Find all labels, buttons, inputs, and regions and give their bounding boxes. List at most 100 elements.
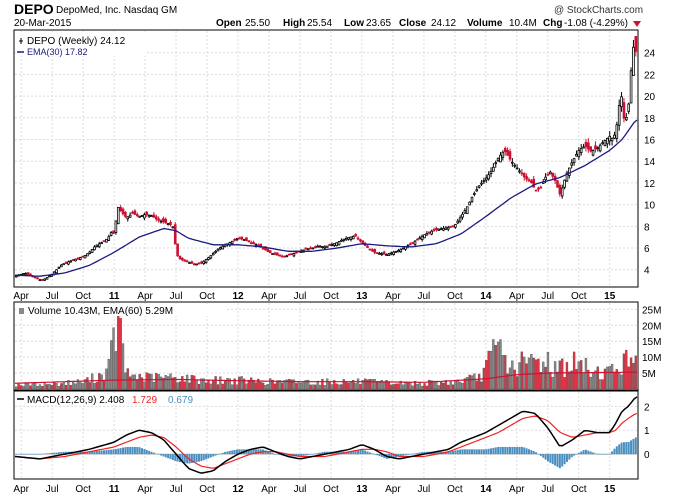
volume-bar [466, 377, 469, 390]
price-candle [480, 182, 483, 185]
volume-bar [295, 383, 298, 390]
macd-histogram-bar [103, 450, 106, 455]
price-candle [22, 273, 25, 275]
price-candle [209, 255, 213, 259]
macd-histogram-bar [558, 454, 561, 469]
x-tick-label: Apr [13, 484, 29, 495]
price-candle [195, 263, 198, 266]
macd-histogram-bar [364, 450, 367, 455]
price-candle [318, 245, 322, 248]
price-candle [264, 246, 267, 251]
macd-histogram-bar [487, 448, 490, 455]
volume-bar [185, 374, 189, 390]
macd-histogram-bar [231, 450, 234, 455]
price-candle [468, 201, 471, 206]
price-panel-frame [13, 29, 639, 288]
price-candle [501, 151, 505, 158]
x-tick-label: Oct [447, 484, 463, 495]
volume-bar [499, 339, 502, 390]
macd-histogram-bar [252, 449, 255, 455]
x-tick-label: Jul [46, 291, 59, 302]
price-candle [242, 238, 246, 241]
price-candle [276, 252, 279, 256]
volume-bar [342, 379, 345, 390]
price-candle [625, 116, 628, 121]
price-candle [508, 151, 512, 160]
volume-bar [45, 384, 49, 390]
volume-bar [387, 381, 391, 390]
volume-bar [361, 380, 364, 390]
volume-bar [107, 359, 110, 390]
price-candle [416, 238, 419, 241]
macd-histogram-bar [107, 449, 110, 455]
macd-histogram-bar [587, 450, 590, 455]
volume-bar [202, 378, 205, 390]
macd-histogram-bar [532, 451, 535, 455]
x-tick-label: Oct [199, 291, 215, 302]
y-tick-label: 16 [644, 136, 656, 147]
volume-bar [53, 381, 56, 390]
macd-histogram-bar [414, 453, 417, 455]
price-candle [328, 244, 331, 246]
macd-histogram-bar [43, 453, 46, 455]
volume-bar [55, 383, 58, 390]
macd-histogram-bar [138, 447, 141, 455]
macd-histogram-bar [580, 451, 583, 455]
price-candle [382, 251, 386, 255]
price-legend-text: DEPO (Weekly) 24.12 [27, 36, 126, 47]
macd-histogram-bar [62, 451, 65, 455]
volume-bar [221, 383, 224, 390]
macd-histogram-bar [613, 448, 616, 455]
volume-bar [394, 383, 398, 390]
macd-histogram-bar [55, 452, 58, 455]
macd-histogram-bar [171, 454, 174, 461]
macd-histogram-bar [112, 449, 115, 455]
price-candle [238, 237, 241, 240]
macd-histogram-bar [433, 451, 436, 455]
macd-histogram-bar [378, 454, 381, 457]
macd-histogram-bar [525, 448, 528, 455]
volume-bar [568, 371, 571, 390]
volume-bar [430, 380, 433, 390]
price-candle [164, 218, 168, 224]
macd-histogram-bar [224, 451, 227, 455]
price-candle [622, 102, 626, 119]
price-candle [309, 247, 312, 250]
macd-histogram-bar [155, 453, 158, 455]
price-candle [76, 257, 80, 260]
x-tick-label: Jul [294, 291, 307, 302]
macd-histogram-bar [190, 454, 193, 464]
price-candle [183, 259, 187, 262]
volume-bar [273, 383, 277, 390]
price-candle [128, 214, 132, 218]
macd-histogram-bar [316, 453, 319, 455]
x-tick-label: 14 [480, 484, 492, 495]
price-candle [458, 217, 462, 222]
volume-bar [520, 351, 524, 390]
volume-bar [402, 384, 405, 390]
price-candle [444, 227, 448, 230]
volume-bar [399, 380, 402, 390]
x-tick-label: Oct [571, 484, 587, 495]
macd-histogram-bar [361, 449, 364, 455]
price-candle [342, 238, 346, 241]
volume-bar [235, 384, 239, 390]
volume-bar [278, 380, 281, 390]
price-candle [240, 236, 244, 240]
macd-histogram-bar [606, 454, 609, 455]
price-candle [361, 240, 365, 244]
price-candle [185, 260, 189, 263]
volume-bar [615, 369, 618, 390]
volume-bar [618, 372, 621, 390]
macd-histogram-bar [86, 451, 89, 455]
volume-bar [159, 376, 163, 390]
x-tick-label: 11 [109, 291, 120, 302]
price-candle [389, 252, 393, 255]
volume-bar [323, 385, 326, 390]
price-candle [81, 255, 84, 258]
price-candle [503, 147, 507, 153]
macd-histogram-bar [247, 449, 250, 455]
macd-histogram-bar [195, 454, 198, 463]
volume-bar [136, 379, 139, 390]
macd-histogram-bar [392, 454, 395, 458]
